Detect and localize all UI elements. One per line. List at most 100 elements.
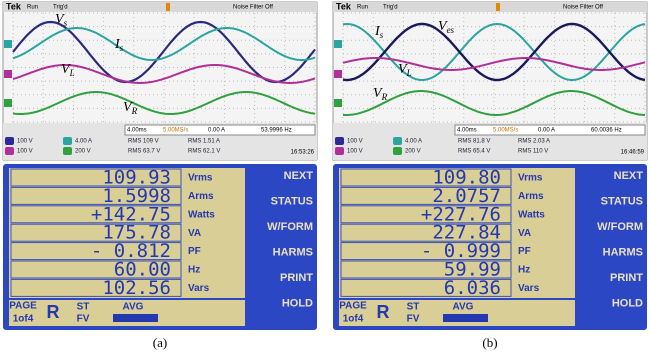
channel-tag (393, 137, 402, 145)
footer-label: 1of4 (13, 314, 34, 325)
meter-unit: Vrms (518, 173, 543, 184)
rms-value: RMS 1.51 A (188, 139, 220, 145)
meter-unit: Watts (188, 209, 215, 220)
channel-marker (334, 99, 342, 107)
channel-marker (334, 70, 342, 78)
figure: TekRunTrig'dNoise Filter OffVsIsVLVR4.00… (0, 0, 650, 356)
meter-unit: Vrms (188, 173, 213, 184)
scope-status: Run (357, 5, 368, 11)
rms-value: RMS 110 V (518, 149, 548, 155)
footer-label: R (47, 302, 60, 322)
channel-scale: 200 V (75, 149, 91, 155)
caption: (b) (482, 335, 497, 350)
channel-tag (335, 147, 344, 155)
channel-tag (335, 137, 344, 145)
meter-button: STATUS (271, 195, 313, 207)
footer-label: AVG (453, 302, 474, 313)
meter-value: 102.56 (102, 277, 171, 299)
footer-label: R (377, 302, 390, 322)
meter-button: HOLD (282, 297, 313, 309)
meter-unit: VA (188, 228, 201, 239)
channel-scale: 4.00 A (75, 139, 92, 145)
meter-unit: Hz (188, 265, 200, 276)
meter-button: W/FORM (597, 221, 643, 233)
meter-button: PRINT (610, 272, 643, 284)
trace-subscript: L (69, 68, 75, 78)
readout-value: 0.00 A (208, 128, 225, 134)
readout-value: 4.00ms (127, 128, 147, 134)
meter-unit: PF (518, 246, 531, 257)
meter-unit: PF (188, 246, 201, 257)
scope-trigger: Trig'd (53, 5, 68, 11)
channel-scale: 4.00 A (405, 139, 422, 145)
caption: (a) (153, 335, 167, 350)
trace-subscript: s (120, 43, 124, 53)
meter-unit: Hz (518, 265, 530, 276)
rms-value: RMS 109 V (128, 139, 159, 145)
channel-scale: 100 V (17, 139, 33, 145)
meter-unit: Vars (518, 283, 540, 294)
footer-label: AVG (123, 302, 144, 313)
scope-brand: Tek (336, 1, 352, 11)
meter-button: NEXT (284, 170, 314, 182)
readout-value: 0.00 A (538, 128, 555, 134)
readout-value: 53.9996 Hz (261, 128, 292, 134)
footer-label: FV (77, 314, 90, 325)
meter-value: 6.036 (444, 277, 501, 299)
meter-unit: Arms (188, 191, 214, 202)
channel-tag (393, 147, 402, 155)
readout-value: 5.00MS/s (493, 128, 518, 134)
rms-value: RMS 62.1 V (188, 149, 220, 155)
rms-value: RMS 63.7 V (128, 149, 160, 155)
trace-subscript: R (131, 106, 138, 116)
meter-unit: Watts (518, 209, 545, 220)
readout-value: 5.00MS/s (163, 128, 188, 134)
meter-unit: VA (518, 228, 531, 239)
trace-subscript: L (406, 68, 412, 78)
trace-subscript: s (64, 18, 68, 28)
scope-time: 16:53:26 (291, 150, 315, 156)
avg-bar (113, 314, 158, 322)
footer-label: ST (77, 302, 90, 313)
rms-value: RMS 81.8 V (458, 139, 490, 145)
meter-unit: Vars (188, 283, 210, 294)
scope-brand: Tek (6, 1, 22, 11)
scope-status: Run (27, 5, 38, 11)
avg-bar (443, 314, 488, 322)
channel-tag (63, 137, 72, 145)
meter-button: NEXT (614, 170, 644, 182)
meter-button: HARMS (273, 246, 313, 258)
scope-filter: Noise Filter Off (563, 5, 603, 11)
trace-subscript: R (381, 92, 388, 102)
readout-value: 4.00ms (457, 128, 477, 134)
meter-unit: Arms (518, 191, 544, 202)
scope-filter: Noise Filter Off (233, 5, 273, 11)
trigger-marker (166, 3, 170, 11)
channel-marker (4, 99, 12, 107)
footer-label: PAGE (339, 301, 367, 312)
channel-marker (334, 40, 342, 48)
channel-scale: 100 V (17, 149, 33, 155)
channel-scale: 100 V (347, 149, 363, 155)
meter-button: HARMS (603, 246, 643, 258)
footer-label: 1of4 (343, 314, 364, 325)
rms-value: RMS 65.4 V (458, 149, 490, 155)
channel-marker (4, 70, 12, 78)
scope-trigger: Trig'd (383, 5, 398, 11)
meter-button: STATUS (601, 195, 643, 207)
channel-scale: 200 V (405, 149, 421, 155)
readout-value: 60.0036 Hz (591, 128, 622, 134)
meter-button: PRINT (280, 272, 313, 284)
channel-tag (63, 147, 72, 155)
footer-label: FV (407, 314, 420, 325)
channel-scale: 100 V (347, 139, 363, 145)
channel-marker (4, 40, 12, 48)
footer-label: PAGE (9, 301, 37, 312)
footer-label: ST (407, 302, 420, 313)
meter-button: W/FORM (267, 221, 313, 233)
trigger-marker (496, 3, 500, 11)
channel-tag (5, 137, 14, 145)
trace-subscript: s (380, 30, 384, 40)
trace-subscript: es (447, 25, 455, 35)
channel-tag (5, 147, 14, 155)
